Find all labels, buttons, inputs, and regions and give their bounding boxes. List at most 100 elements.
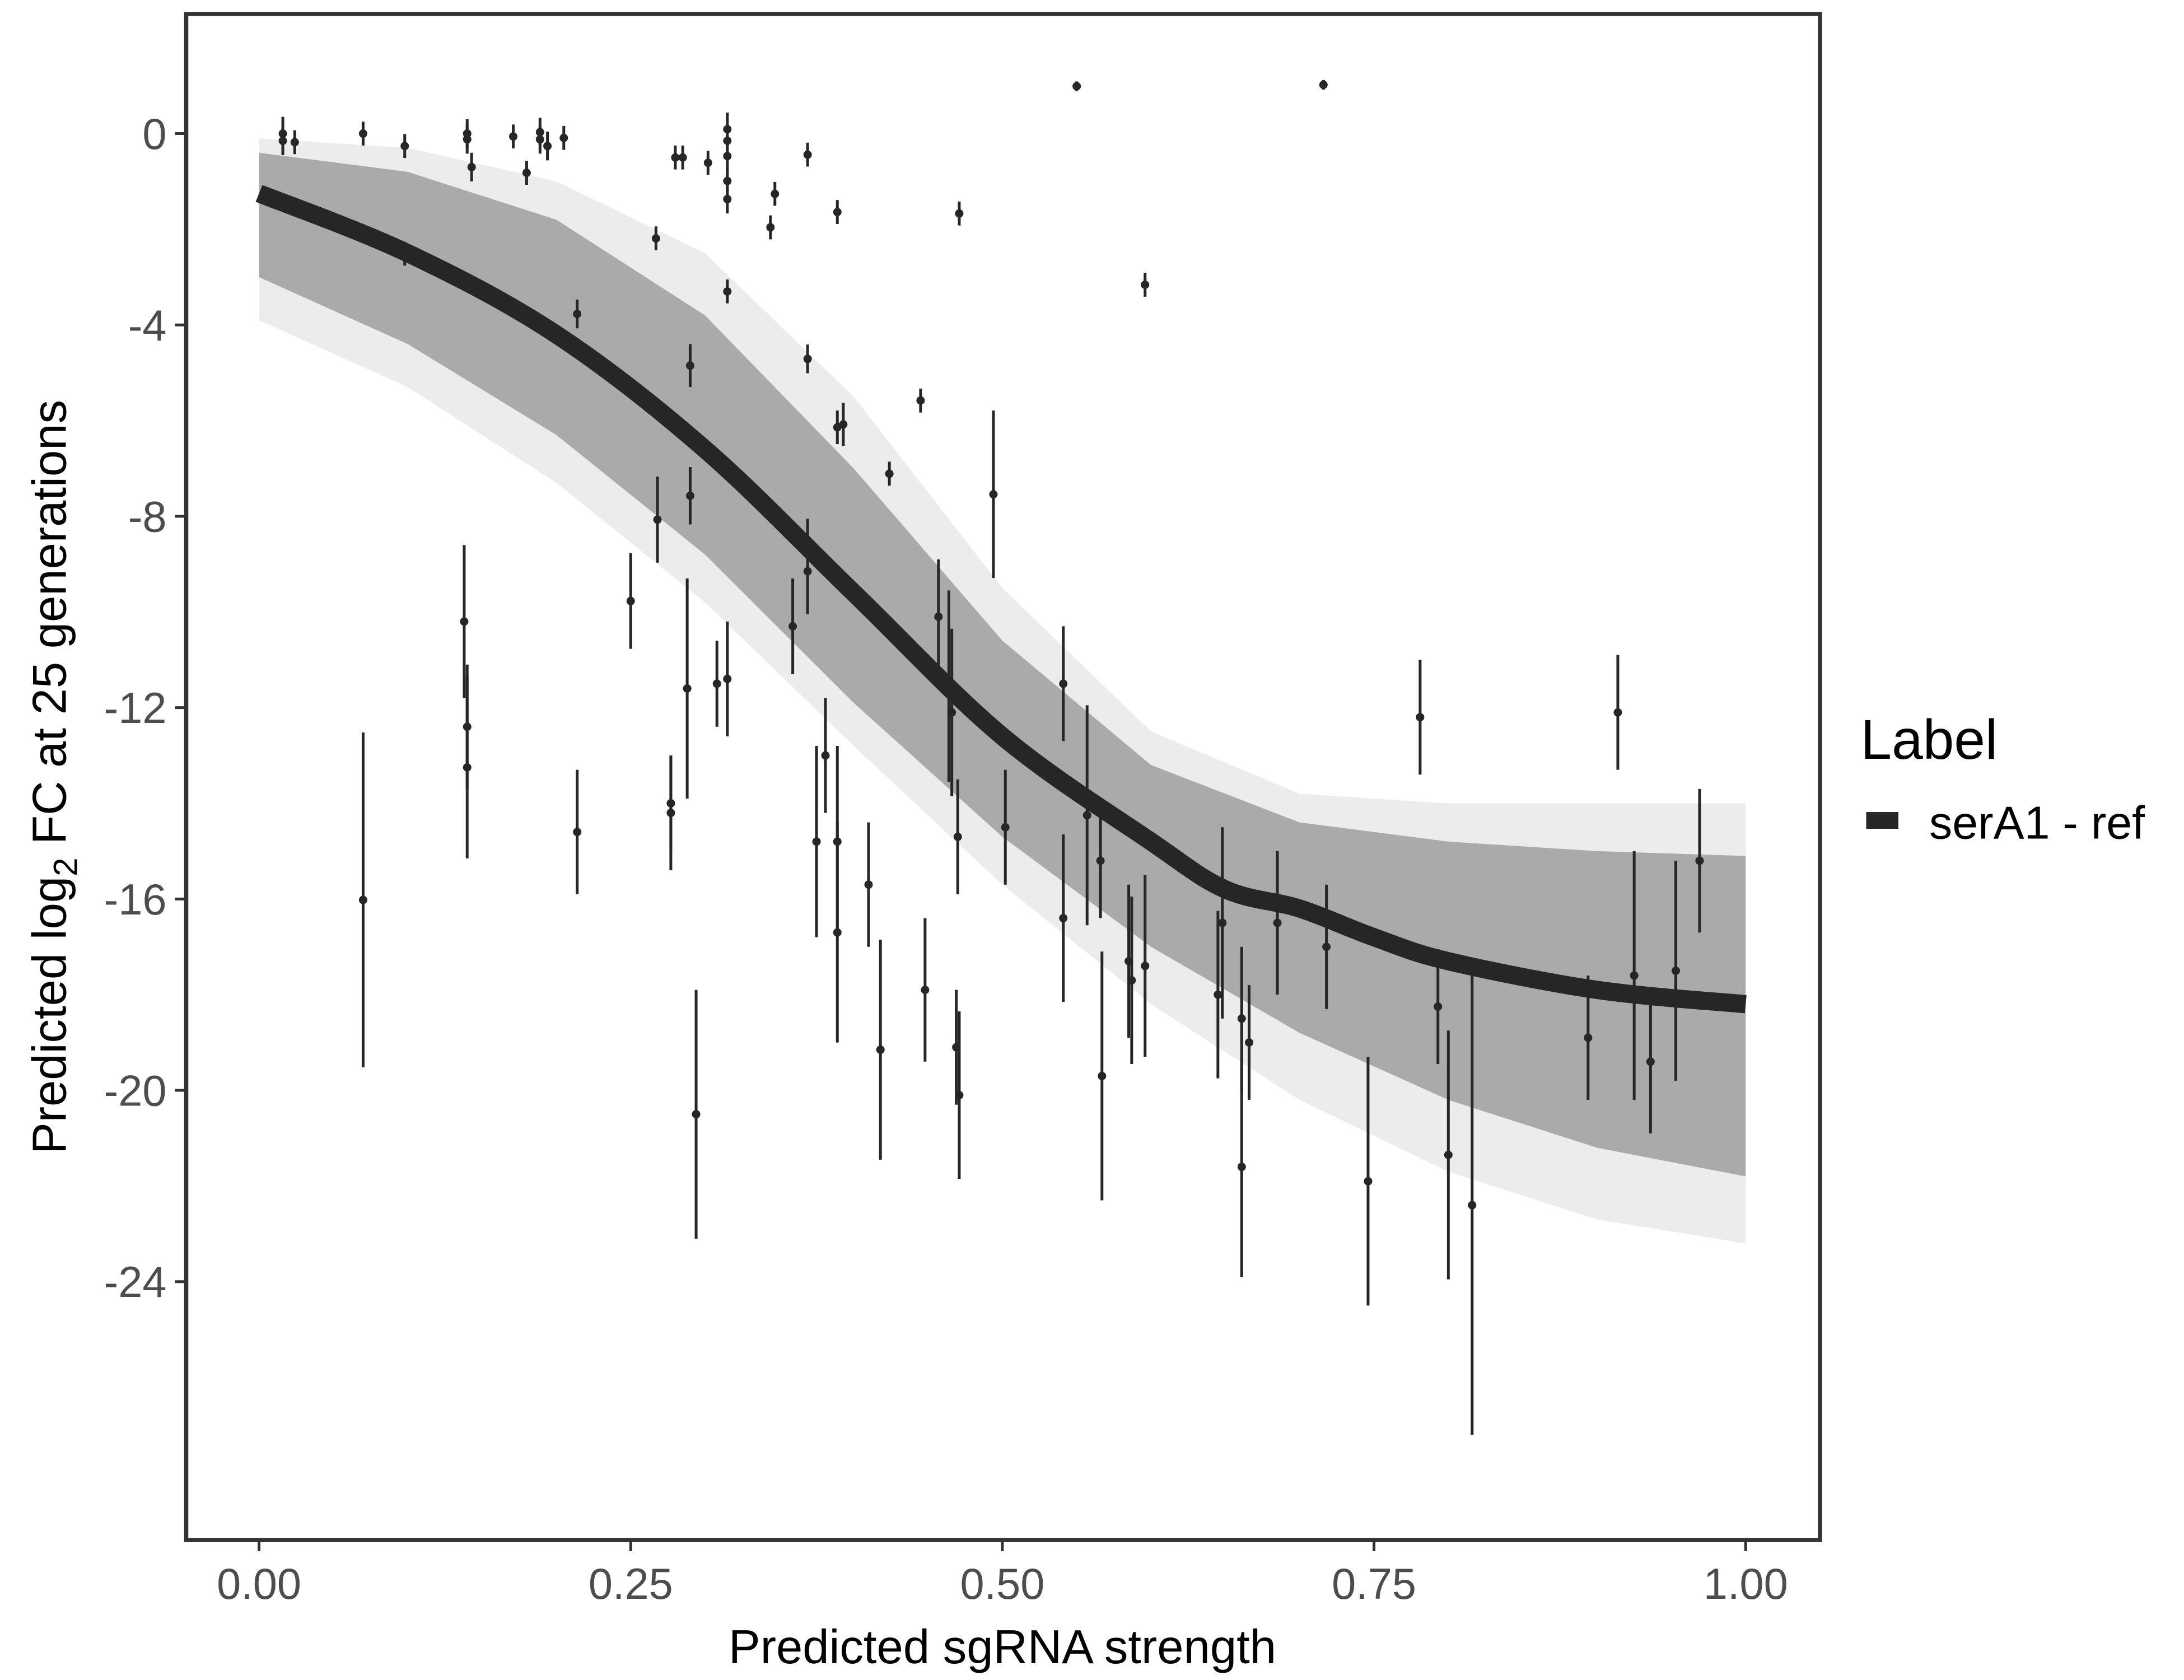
point-marker [723, 152, 732, 161]
point-marker [723, 136, 732, 145]
data-point [921, 918, 930, 1062]
data-point [1319, 80, 1328, 90]
y-axis-title-main: Predicted log [24, 876, 77, 1154]
data-point [723, 142, 732, 171]
data-point [766, 215, 775, 240]
point-marker [803, 150, 812, 159]
data-point [1141, 875, 1150, 1057]
point-marker [278, 136, 287, 145]
posterior-band [259, 138, 1746, 1244]
x-tick-label: 0.50 [960, 1560, 1045, 1608]
point-marker [683, 684, 692, 693]
data-point [1001, 769, 1010, 885]
point-marker [821, 751, 830, 760]
data-points [278, 80, 1704, 1435]
point-marker [1646, 1057, 1655, 1066]
point-marker [803, 536, 812, 545]
point-marker [955, 209, 964, 218]
data-point [1273, 851, 1282, 995]
y-tick-label: -8 [128, 493, 167, 541]
point-marker [692, 1110, 701, 1119]
x-axis-title: Predicted sgRNA strength [729, 1621, 1276, 1674]
data-point [522, 161, 531, 185]
data-point [1646, 990, 1655, 1133]
data-point [821, 698, 830, 813]
data-point [1059, 834, 1068, 1002]
data-point [1237, 1057, 1246, 1277]
data-point [1671, 860, 1680, 1081]
point-marker [400, 142, 409, 151]
data-point [358, 122, 367, 146]
data-point [467, 152, 476, 181]
point-marker [766, 223, 775, 232]
data-point [1468, 976, 1477, 1435]
legend-title: Label [1861, 708, 1998, 771]
data-point [948, 628, 956, 796]
point-marker [1059, 679, 1068, 688]
point-marker [400, 249, 409, 258]
point-marker [685, 491, 694, 500]
point-marker [876, 1045, 885, 1054]
data-point [1584, 976, 1593, 1100]
data-point [400, 241, 409, 266]
data-point [712, 641, 721, 727]
point-marker [358, 895, 367, 904]
x-axis: 0.00 0.25 0.50 0.75 1.00 [217, 1540, 1788, 1608]
data-point [573, 299, 582, 329]
data-point [934, 559, 943, 674]
data-point [916, 388, 925, 413]
data-point [788, 578, 797, 674]
x-tick-label: 0.00 [217, 1560, 301, 1608]
point-marker [522, 169, 531, 178]
data-point [1072, 81, 1081, 91]
point-marker [1416, 713, 1425, 722]
point-marker [671, 153, 680, 162]
point-marker [703, 158, 712, 167]
point-marker [1273, 918, 1282, 927]
data-point [1059, 626, 1068, 741]
point-marker [1237, 1163, 1246, 1172]
point-marker [1364, 1177, 1373, 1186]
data-point [358, 732, 367, 1068]
point-marker [1214, 990, 1222, 999]
data-point [463, 125, 472, 154]
point-marker [535, 135, 544, 144]
point-marker [1001, 823, 1010, 832]
point-marker [934, 612, 943, 621]
data-point [671, 145, 680, 170]
data-point [685, 466, 694, 525]
point-marker [788, 622, 797, 631]
legend: Label serA1 - ref [1861, 708, 2146, 849]
point-marker [1434, 1002, 1443, 1011]
point-marker [712, 679, 721, 688]
x-tick-label: 0.25 [589, 1560, 673, 1608]
point-marker [812, 837, 821, 846]
point-marker [989, 490, 998, 499]
data-point [1695, 788, 1704, 933]
point-marker [1671, 966, 1680, 975]
y-tick-label: -4 [128, 302, 167, 350]
data-point [573, 769, 582, 894]
y-axis-title: Predicted log2 FC at 25 generations [24, 400, 85, 1154]
point-marker [358, 129, 367, 138]
data-point [803, 519, 812, 562]
data-point [463, 676, 472, 858]
point-marker [1072, 82, 1081, 91]
data-point [1364, 1057, 1373, 1306]
point-marker [1218, 918, 1227, 927]
data-point [651, 226, 660, 250]
data-point [833, 200, 842, 225]
y-axis-title-rest: FC at 25 generations [24, 400, 77, 857]
point-marker [916, 396, 925, 405]
data-point [723, 279, 732, 304]
point-marker [651, 234, 660, 243]
point-marker [1141, 280, 1150, 289]
point-marker [953, 832, 962, 841]
point-marker [723, 287, 732, 296]
legend-key-swatch [1866, 812, 1898, 829]
data-point [833, 822, 842, 1043]
y-axis: 0 -4 -8 -12 -16 -20 -24 [104, 110, 186, 1306]
data-point [1218, 827, 1227, 1019]
data-point [400, 134, 409, 158]
point-marker [948, 708, 956, 717]
